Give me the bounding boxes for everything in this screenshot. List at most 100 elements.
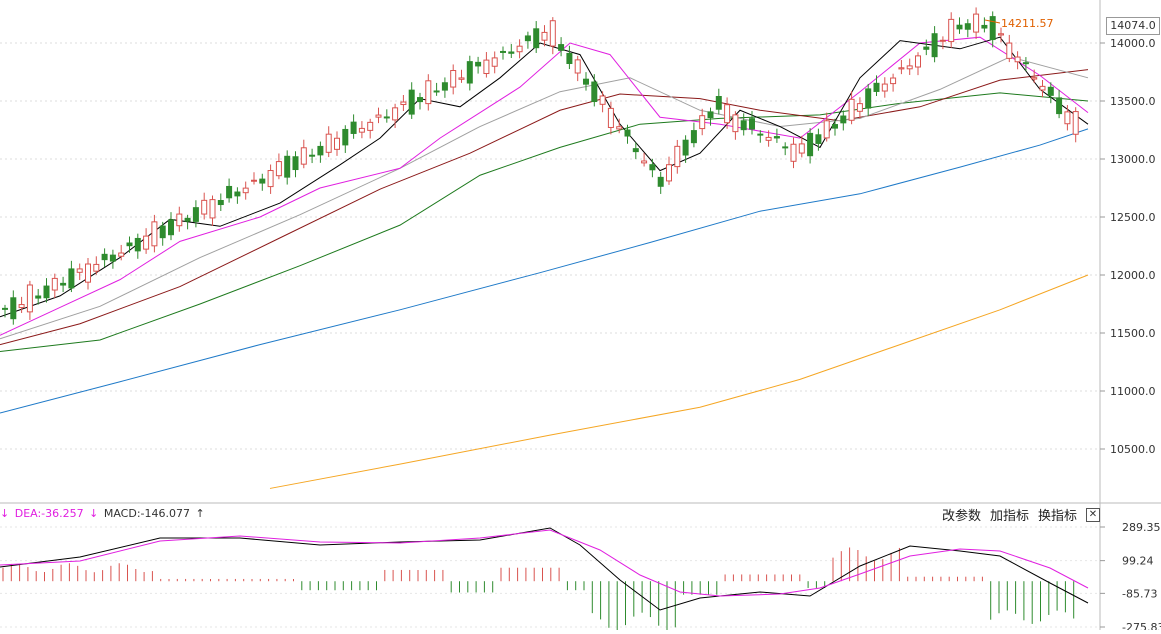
- candle-down: [533, 28, 540, 49]
- macd-legend: ↓ DEA:-36.257 ↓ MACD:-146.077 ↑: [0, 507, 207, 525]
- candle-up: [26, 284, 33, 313]
- candle-down: [583, 78, 589, 85]
- candle-up: [1072, 111, 1079, 135]
- candle-up: [699, 115, 706, 130]
- candle-down: [68, 268, 75, 289]
- price-tick-label: 14000.0: [1110, 37, 1156, 50]
- candle-up: [790, 143, 797, 162]
- candle-down: [408, 89, 415, 115]
- candle-up: [300, 147, 307, 165]
- candle-down: [591, 81, 598, 103]
- dea-line: [0, 529, 1089, 597]
- candle-down: [417, 97, 423, 103]
- candle-up: [367, 121, 374, 131]
- candle-up: [998, 33, 1004, 36]
- candle-up: [483, 59, 490, 75]
- candle-up: [334, 137, 340, 150]
- candle-down: [109, 254, 116, 262]
- candle-down: [782, 146, 789, 149]
- high-price-label: 14211.57: [1001, 17, 1054, 30]
- price-tick-label: 13500.0: [1110, 95, 1156, 108]
- candle-up: [1031, 77, 1038, 80]
- candle-up: [516, 45, 523, 53]
- candle-down: [649, 164, 656, 171]
- candle-down: [292, 156, 299, 171]
- candle-down: [923, 46, 930, 50]
- candle-up: [948, 18, 955, 43]
- candle-down: [466, 61, 473, 84]
- candle-up: [251, 179, 257, 182]
- candle-up: [915, 55, 921, 68]
- candle-up: [151, 221, 158, 247]
- candle-up: [51, 277, 58, 291]
- candle-down: [815, 134, 822, 144]
- candle-down: [558, 44, 565, 51]
- candle-down: [715, 95, 722, 110]
- close-icon[interactable]: ✕: [1086, 507, 1100, 522]
- add-indicator-button[interactable]: 加指标: [989, 509, 1029, 524]
- candle-down: [981, 24, 988, 29]
- candle-up: [325, 133, 332, 153]
- ma120-line: [0, 128, 1089, 414]
- candle-down: [383, 116, 390, 119]
- candle-down: [964, 23, 971, 30]
- switch-indicator-button[interactable]: 换指标: [1037, 509, 1077, 524]
- candle-down: [632, 148, 639, 153]
- candle-up: [641, 160, 648, 164]
- candle-down: [707, 111, 714, 119]
- ma60-line: [0, 92, 1089, 353]
- candle-up: [267, 170, 274, 188]
- candle-down: [259, 178, 266, 184]
- candle-up: [392, 107, 399, 121]
- candle-down: [226, 185, 233, 199]
- candle-up: [666, 164, 672, 182]
- candle-down: [773, 136, 780, 139]
- candle-down: [1022, 62, 1029, 65]
- candle-up: [375, 114, 382, 118]
- candle-down: [500, 50, 506, 53]
- candle-up: [898, 67, 905, 70]
- candle-up: [1006, 42, 1013, 59]
- candle-down: [682, 139, 689, 156]
- candle-up: [616, 126, 623, 130]
- candle-up: [856, 103, 863, 112]
- candle-down: [217, 200, 224, 206]
- candle-down: [10, 297, 17, 320]
- macd-tick-label: 289.35: [1122, 521, 1161, 534]
- candle-down: [134, 237, 141, 252]
- candle-up: [458, 77, 465, 80]
- candle-up: [674, 145, 681, 168]
- candle-up: [732, 114, 739, 133]
- candle-down: [35, 295, 42, 299]
- candle-up: [939, 39, 946, 42]
- candle-down: [433, 90, 440, 93]
- macd-tick-label: -275.83: [1122, 621, 1161, 630]
- ma10-line: [0, 36, 1089, 336]
- price-tick-label: 12500.0: [1110, 211, 1156, 224]
- candle-up: [549, 20, 556, 47]
- candle-down: [192, 207, 199, 222]
- candle-down: [956, 24, 963, 30]
- ma250-line: [269, 274, 1089, 489]
- candle-up: [574, 59, 581, 74]
- high-marker-arrow: [984, 19, 1001, 24]
- candle-up: [85, 263, 91, 283]
- candle-down: [865, 88, 872, 109]
- candle-down: [126, 242, 133, 247]
- price-tick-label: 10500.0: [1110, 443, 1156, 456]
- macd-tick-label: 99.24: [1122, 555, 1154, 568]
- last-price-box: 14074.0: [1106, 17, 1160, 35]
- candle-down: [101, 253, 108, 261]
- candle-up: [400, 101, 407, 106]
- price-tick-label: 11500.0: [1110, 327, 1156, 340]
- dea-down-icon: ↓: [89, 507, 99, 520]
- macd-value: MACD:-146.077: [103, 507, 190, 520]
- change-params-button[interactable]: 改参数: [941, 509, 981, 524]
- candle-down: [524, 35, 531, 42]
- candle-down: [317, 145, 324, 156]
- macd-tick-label: -85.73: [1122, 587, 1157, 600]
- candle-down: [1056, 97, 1063, 115]
- candle-up: [599, 95, 606, 105]
